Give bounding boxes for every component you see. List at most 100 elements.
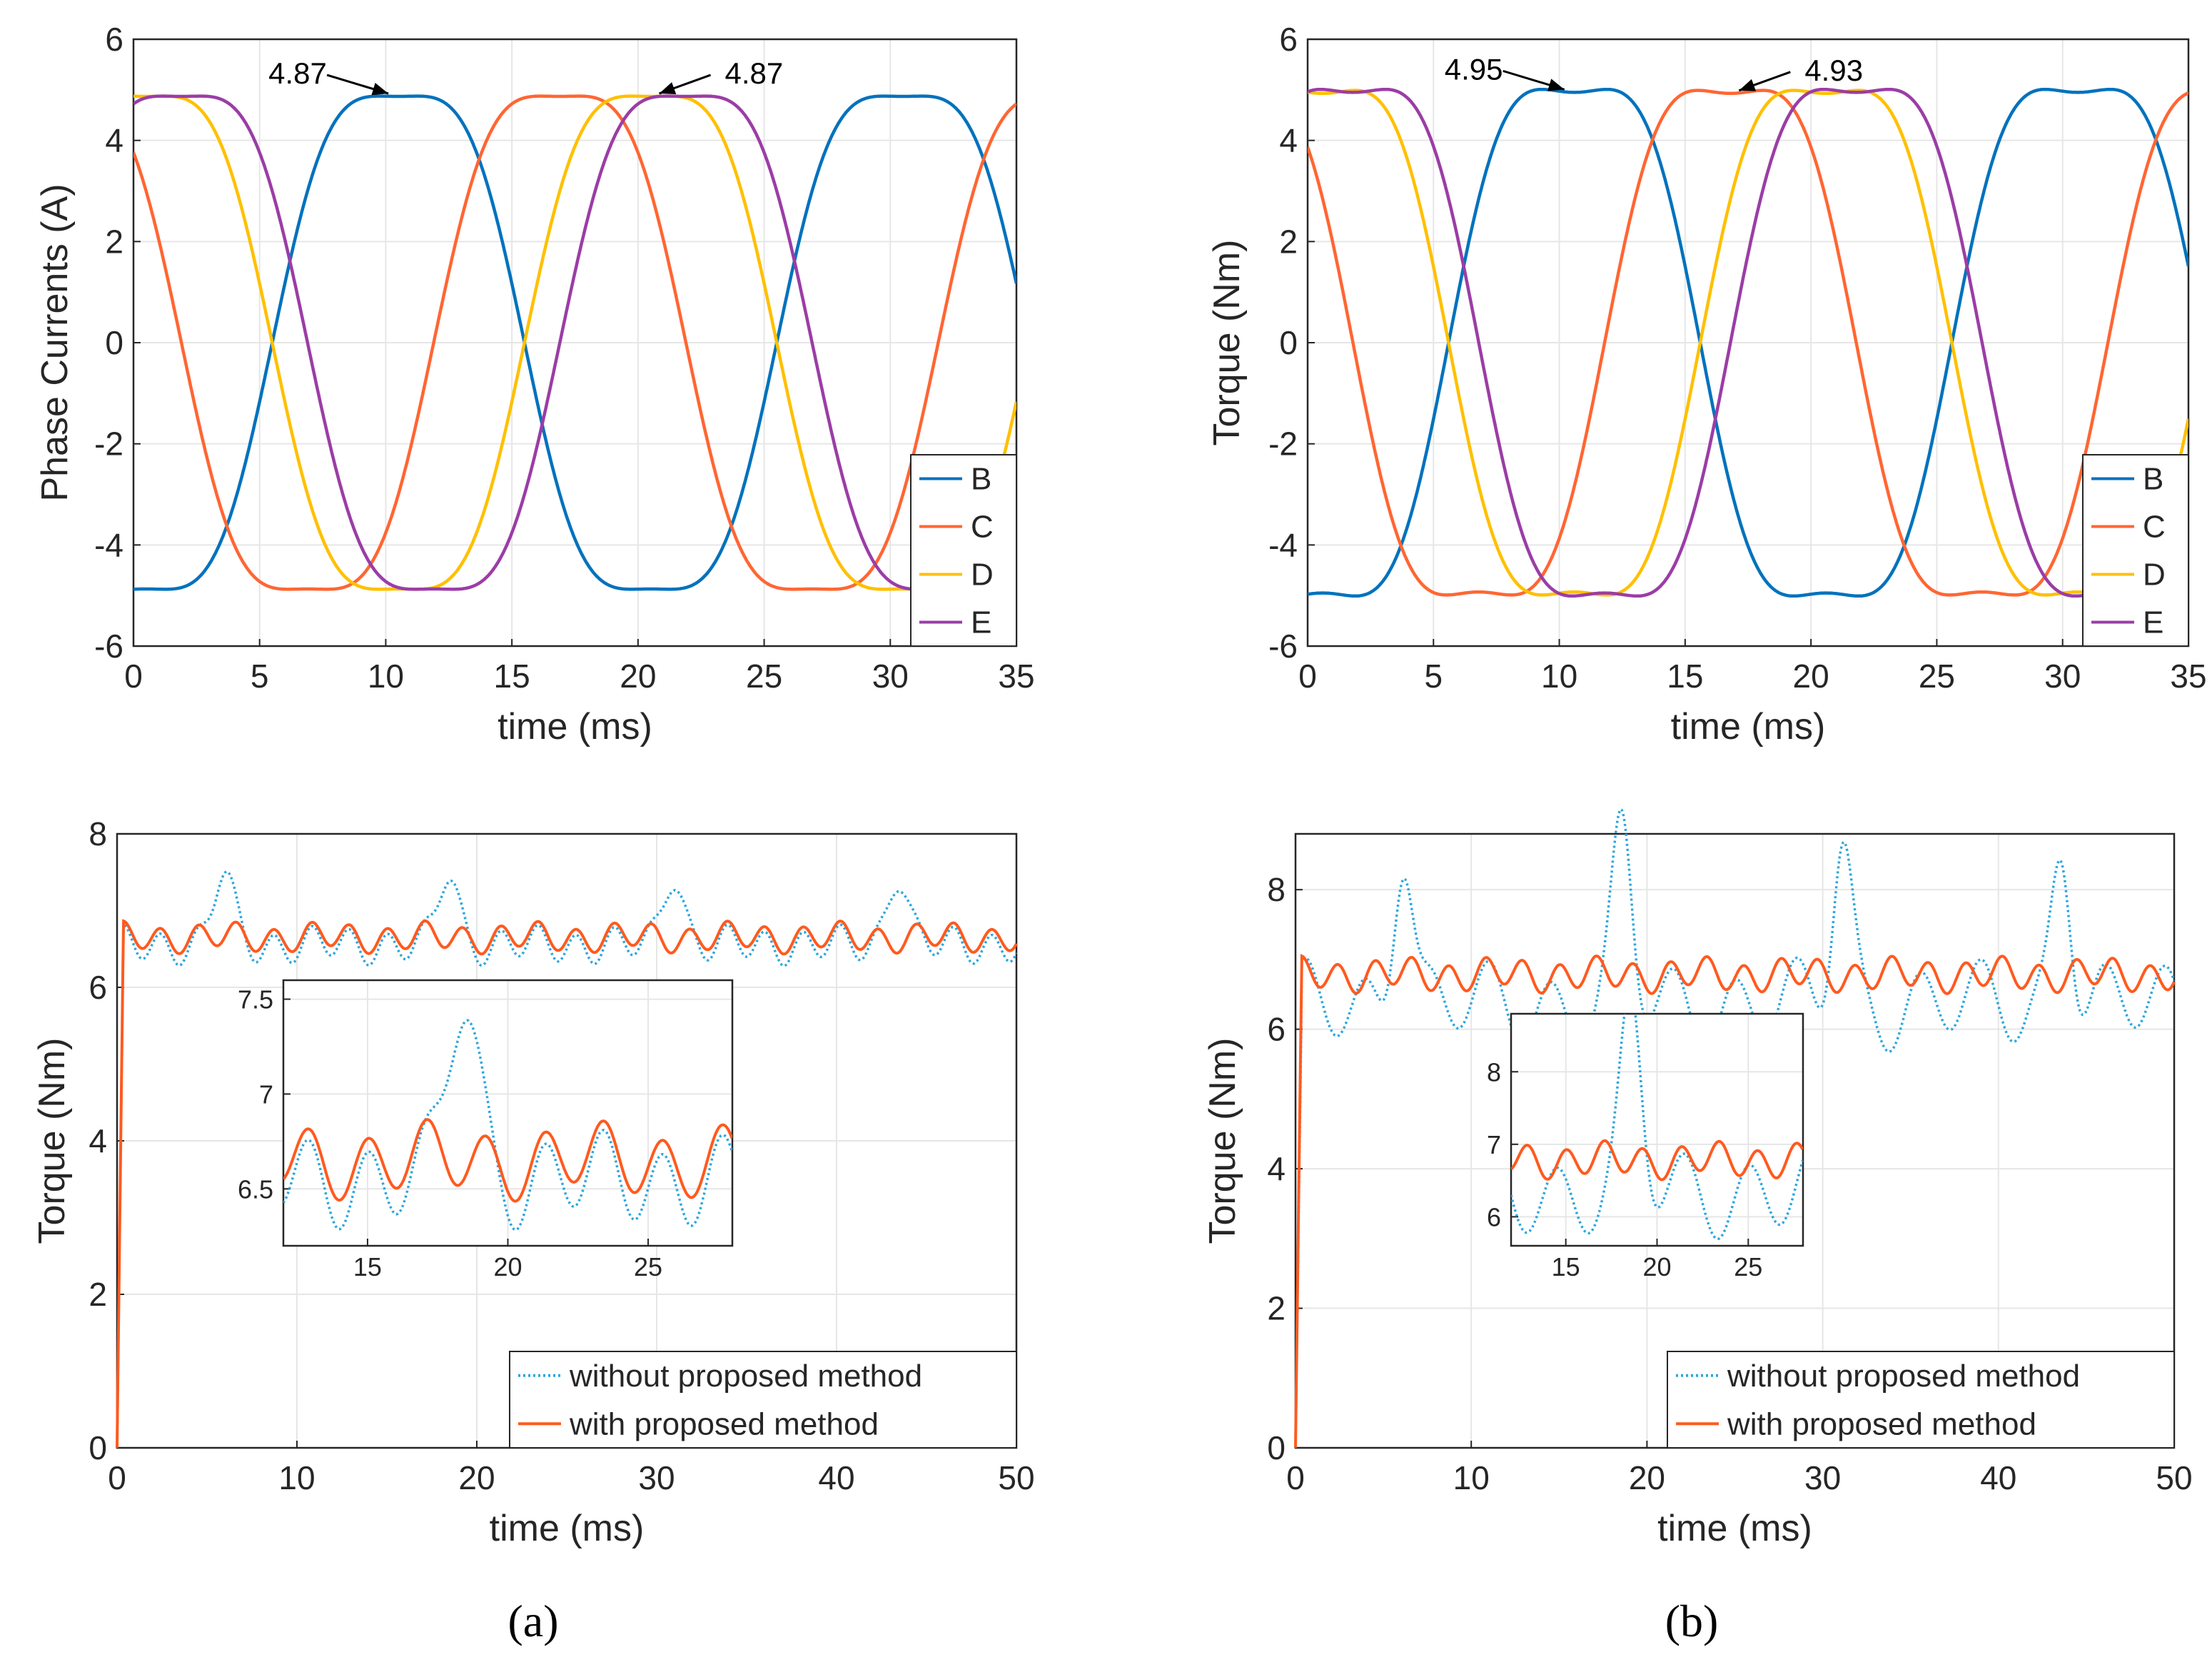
y-tick-label: -2 (94, 425, 123, 463)
legend-box (1667, 1351, 2175, 1449)
series-line-without (116, 870, 1018, 1449)
annotation-label: 4.93 (1804, 54, 1863, 87)
annotation-label: 4.87 (268, 56, 327, 90)
series-line-with (1294, 954, 2176, 1449)
legend-box (910, 454, 1017, 647)
x-tick-label: 20 (493, 1252, 522, 1281)
legend-entry: C (971, 510, 994, 545)
x-tick-label: 30 (2044, 658, 2081, 695)
x-tick-label: 10 (1541, 658, 1577, 695)
x-axis-label: time (ms) (1671, 706, 1826, 747)
legend-entry: D (2143, 558, 2166, 593)
annotation-arrowhead (1547, 79, 1565, 91)
y-tick-label: 8 (1267, 871, 1286, 908)
legend-box (2082, 454, 2189, 647)
legend-entry: with proposed method (1727, 1406, 2036, 1441)
y-tick-label: 6.5 (238, 1174, 273, 1204)
y-tick-label: 6 (1487, 1202, 1501, 1232)
y-axis-label: Torque (Nm) (31, 1038, 73, 1244)
legend-box (509, 1351, 1017, 1449)
x-tick-label: 25 (746, 658, 782, 695)
series-line-C (1308, 89, 2188, 597)
y-tick-label: 2 (105, 223, 123, 260)
x-tick-label: 20 (458, 1459, 495, 1496)
legend-entry: B (971, 462, 991, 497)
y-tick-label: -6 (1268, 628, 1298, 665)
inset-b-bottom: 15 20 25 6 7 8 (1487, 1012, 1804, 1281)
figure-caption: (b) (1665, 1596, 1719, 1646)
y-tick-label: 2 (89, 1276, 107, 1313)
legend-entry: E (971, 605, 991, 640)
x-tick-label: 5 (251, 658, 269, 695)
x-tick-label: 30 (872, 658, 909, 695)
annotation-arrowhead (1739, 79, 1757, 91)
x-tick-label: 50 (998, 1459, 1034, 1496)
inset-a-bottom: 15 20 25 6.5 7 7.5 (238, 979, 734, 1281)
x-axis-label: time (ms) (490, 1508, 645, 1549)
y-tick-label: 6 (1267, 1011, 1286, 1048)
x-tick-label: 15 (1667, 658, 1703, 695)
x-tick-label: 40 (818, 1459, 854, 1496)
y-tick-label: 4 (1267, 1150, 1286, 1187)
x-tick-label: 15 (1552, 1252, 1580, 1281)
x-tick-label: 5 (1424, 658, 1443, 695)
x-tick-label: 15 (353, 1252, 382, 1281)
legend-entry: without proposed method (569, 1359, 922, 1394)
x-tick-label: 0 (124, 658, 143, 695)
legend-entry: D (971, 558, 994, 593)
x-tick-label: 30 (1804, 1459, 1841, 1496)
legend-entry: with proposed method (569, 1406, 879, 1441)
x-tick-label: 35 (2170, 658, 2206, 695)
inset-line-with (283, 1118, 732, 1203)
x-tick-label: 20 (1629, 1459, 1665, 1496)
y-tick-label: 4 (89, 1122, 107, 1159)
series-line-C (133, 94, 1016, 591)
y-tick-label: 0 (89, 1429, 107, 1466)
x-tick-label: 35 (998, 658, 1034, 695)
series-line-with (116, 919, 1018, 1449)
inset-series (283, 1019, 732, 1232)
y-tick-label: 8 (1487, 1057, 1501, 1087)
legend-entry: B (2143, 462, 2163, 497)
y-tick-label: 4 (1279, 122, 1298, 159)
legend-entry: without proposed method (1727, 1359, 2080, 1394)
y-tick-label: 7.5 (238, 985, 273, 1014)
y-tick-label: 2 (1279, 223, 1298, 260)
y-tick-label: 7 (259, 1079, 273, 1109)
series-group (1308, 87, 2188, 598)
figure-caption: (a) (507, 1596, 558, 1646)
x-tick-label: 40 (1980, 1459, 2016, 1496)
series-line-B (133, 94, 1016, 591)
y-tick-label: 7 (1487, 1130, 1501, 1159)
y-axis-label: Torque (Nm) (1202, 1038, 1243, 1244)
annotation-label: 4.95 (1445, 52, 1503, 86)
x-tick-label: 25 (634, 1252, 662, 1281)
y-tick-label: 6 (89, 969, 107, 1006)
y-tick-label: -4 (1268, 526, 1298, 563)
annotation-arrowhead (659, 82, 677, 95)
x-tick-label: 10 (278, 1459, 315, 1496)
x-tick-label: 0 (108, 1459, 126, 1496)
series-line-B (1308, 87, 2188, 598)
y-tick-label: -2 (1268, 425, 1298, 463)
y-tick-label: 6 (1279, 21, 1298, 58)
x-axis-label: time (ms) (1657, 1508, 1812, 1549)
legend-entry: E (2143, 605, 2163, 640)
x-tick-label: 50 (2156, 1459, 2192, 1496)
legend: without proposed method with proposed met… (1667, 1351, 2175, 1449)
y-tick-label: 2 (1267, 1290, 1286, 1327)
x-tick-label: 20 (1642, 1252, 1671, 1281)
legend-entry: C (2143, 510, 2166, 545)
series-group (133, 94, 1016, 591)
x-tick-label: 10 (368, 658, 404, 695)
x-tick-label: 20 (1793, 658, 1829, 695)
x-tick-label: 0 (1298, 658, 1317, 695)
y-tick-label: -6 (94, 628, 123, 665)
y-tick-label: 0 (1267, 1429, 1286, 1466)
inset-series (1511, 1014, 1803, 1241)
inset-line-without (283, 1019, 732, 1232)
